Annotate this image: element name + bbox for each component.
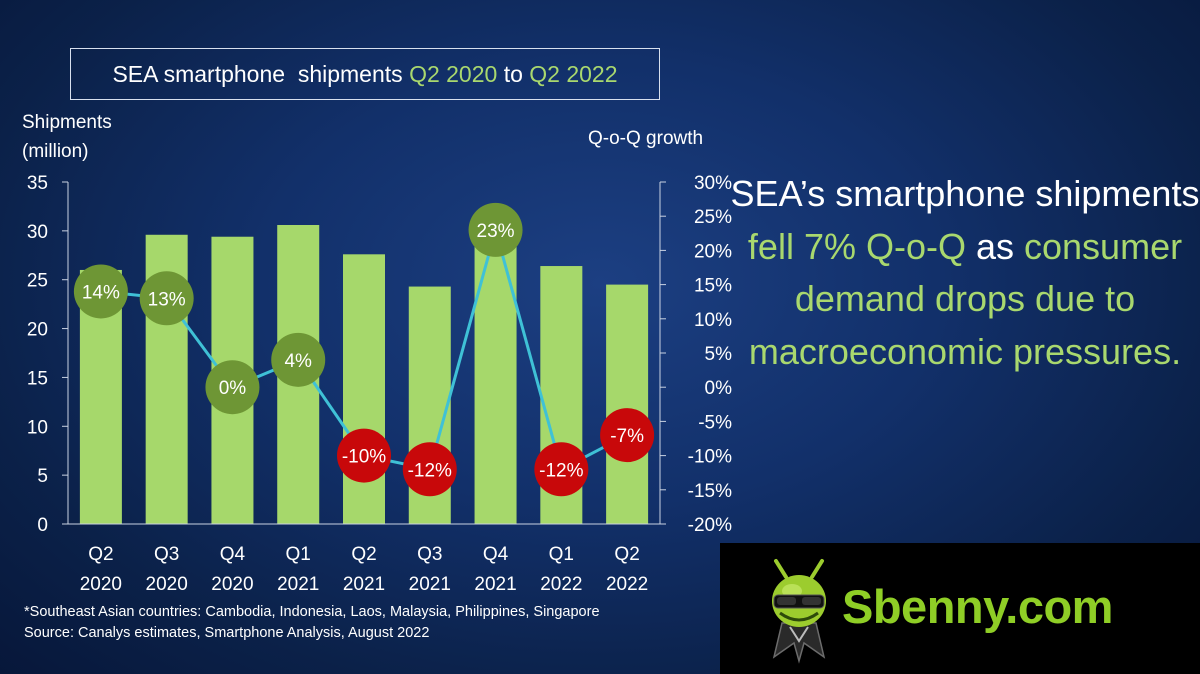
- growth-label-7: -12%: [539, 460, 583, 481]
- growth-label-1: 13%: [148, 289, 186, 310]
- y-right-tick-label-4: 10%: [694, 310, 732, 331]
- android-mascot-icon: [772, 559, 826, 664]
- y-right-tick-label-7: -5%: [698, 412, 732, 433]
- x-tick-label-quarter-8: Q2: [614, 544, 639, 565]
- headline-part1: SEA’s smartphone shipments: [730, 173, 1200, 214]
- y-right-tick-label-5: 5%: [705, 344, 733, 365]
- growth-label-3: 4%: [284, 351, 312, 372]
- y-left-tick-label-0: 0: [37, 515, 48, 536]
- y-axis-right-label: Q-o-Q growth: [588, 128, 704, 149]
- x-tick-label-quarter-4: Q2: [351, 544, 376, 565]
- growth-marker-1: [139, 271, 194, 326]
- growth-label-4: -10%: [342, 447, 386, 468]
- growth-marker-3: [271, 332, 326, 387]
- growth-marker-4: [337, 428, 391, 483]
- x-tick-label-quarter-5: Q3: [417, 544, 442, 565]
- title-from: Q2 2020: [409, 60, 498, 87]
- x-tick-label-year-6: 2021: [474, 574, 516, 595]
- y-left-tick-label-7: 35: [27, 173, 48, 194]
- growth-marker-0: [73, 264, 128, 319]
- growth-label-6: 23%: [477, 221, 515, 242]
- footnote-source: Source: Canalys estimates, Smartphone An…: [24, 625, 430, 641]
- headline-part3: as: [965, 225, 1025, 267]
- bar-4: [343, 254, 385, 524]
- x-tick-label-year-2: 2020: [211, 574, 253, 595]
- x-tick-label-quarter-2: Q4: [220, 544, 246, 565]
- y-right-tick-label-2: 20%: [694, 241, 732, 262]
- y-right-tick-label-1: 25%: [694, 207, 732, 228]
- y-right-tick-label-6: 0%: [705, 378, 733, 399]
- y-right-tick-label-10: -20%: [688, 515, 732, 536]
- y-right-tick-label-0: 30%: [694, 173, 732, 194]
- y-left-tick-label-1: 5: [37, 466, 48, 487]
- title-prefix: SEA smartphone shipments: [112, 60, 410, 87]
- growth-marker-2: [205, 360, 260, 415]
- y-left-tick-label-2: 10: [27, 417, 48, 438]
- growth-marker-8: [600, 408, 655, 463]
- x-tick-label-quarter-6: Q4: [483, 544, 509, 565]
- title-mid: to: [497, 60, 530, 87]
- y-left-tick-label-5: 25: [27, 271, 48, 292]
- x-tick-label-quarter-1: Q3: [154, 544, 179, 565]
- y-left-tick-label-6: 30: [27, 222, 48, 243]
- y-left-tick-label-4: 20: [27, 320, 48, 341]
- growth-marker-5: [402, 442, 457, 497]
- watermark-text: Sbenny.com: [842, 580, 1113, 633]
- y-right-tick-label-8: -10%: [688, 447, 732, 468]
- x-tick-label-year-8: 2022: [606, 574, 648, 595]
- y-axis-left-label: Shipments (million): [22, 108, 112, 166]
- footnote-countries: *Southeast Asian countries: Cambodia, In…: [24, 604, 600, 620]
- y-axis-left-label-line2: (million): [22, 141, 89, 162]
- x-tick-label-year-0: 2020: [80, 574, 122, 595]
- growth-label-8: -7%: [610, 426, 644, 447]
- y-left-tick-label-3: 15: [27, 368, 48, 389]
- x-tick-label-year-7: 2022: [540, 574, 582, 595]
- headline-text: SEA’s smartphone shipments fell 7% Q-o-Q…: [730, 168, 1200, 378]
- growth-label-2: 0%: [219, 378, 247, 399]
- growth-label-5: -12%: [408, 460, 452, 481]
- growth-marker-7: [534, 442, 589, 497]
- footnote: *Southeast Asian countries: Cambodia, In…: [24, 602, 724, 644]
- y-right-tick-label-3: 15%: [694, 276, 732, 297]
- bar-6: [474, 232, 517, 524]
- x-tick-label-year-5: 2021: [409, 574, 451, 595]
- title-to: Q2 2022: [529, 60, 618, 87]
- x-tick-label-year-3: 2021: [277, 574, 319, 595]
- x-tick-label-quarter-3: Q1: [286, 544, 311, 565]
- growth-label-0: 14%: [82, 282, 120, 303]
- headline-part4: consumer demand drops due to macroeconom…: [748, 225, 1183, 372]
- x-tick-label-quarter-7: Q1: [549, 544, 574, 565]
- growth-marker-6: [468, 202, 523, 257]
- y-right-tick-label-9: -15%: [688, 481, 732, 502]
- x-tick-label-quarter-0: Q2: [88, 544, 113, 565]
- x-tick-label-year-1: 2020: [146, 574, 188, 595]
- y-axis-left-label-line1: Shipments: [22, 112, 112, 133]
- chart-title: SEA smartphone shipments Q2 2020 to Q2 2…: [70, 48, 660, 100]
- headline-part2: fell 7% Q-o-Q: [747, 225, 966, 267]
- x-tick-label-year-4: 2021: [343, 574, 385, 595]
- watermark-banner: Sbenny.com: [720, 543, 1200, 674]
- bar-8: [606, 284, 649, 524]
